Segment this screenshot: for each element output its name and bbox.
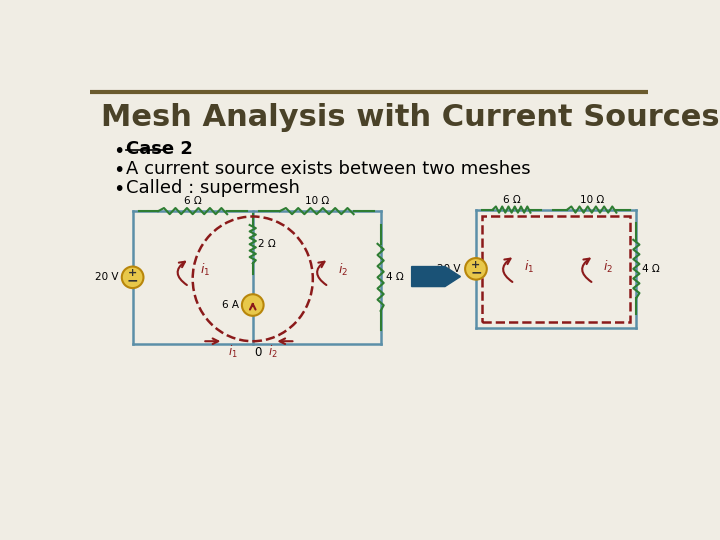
Text: •: • bbox=[113, 142, 125, 161]
Text: 0: 0 bbox=[254, 346, 261, 359]
Text: Called : supermesh: Called : supermesh bbox=[126, 179, 300, 197]
Text: 6 Ω: 6 Ω bbox=[184, 197, 202, 206]
Text: •: • bbox=[113, 161, 125, 180]
Text: $i_2$: $i_2$ bbox=[603, 259, 613, 275]
Text: −: − bbox=[127, 273, 138, 287]
Text: 20 V: 20 V bbox=[95, 272, 119, 282]
Text: $i_1$: $i_1$ bbox=[524, 259, 534, 275]
Polygon shape bbox=[412, 267, 461, 287]
Text: $i_1$: $i_1$ bbox=[228, 344, 238, 360]
Text: 10 Ω: 10 Ω bbox=[305, 197, 329, 206]
Text: 6 A: 6 A bbox=[222, 300, 239, 310]
Text: +: + bbox=[472, 260, 480, 270]
Text: 20 V: 20 V bbox=[437, 264, 461, 274]
Text: Case 2: Case 2 bbox=[126, 140, 192, 158]
Text: Mesh Analysis with Current Sources: Mesh Analysis with Current Sources bbox=[101, 103, 719, 132]
Text: •: • bbox=[113, 180, 125, 199]
Text: 6 Ω: 6 Ω bbox=[503, 195, 521, 205]
Text: A current source exists between two meshes: A current source exists between two mesh… bbox=[126, 159, 530, 178]
Text: $i_1$: $i_1$ bbox=[200, 262, 210, 278]
Text: +: + bbox=[128, 268, 138, 279]
Circle shape bbox=[465, 258, 487, 280]
Circle shape bbox=[122, 267, 143, 288]
Circle shape bbox=[242, 294, 264, 316]
Text: $i_2$: $i_2$ bbox=[338, 262, 348, 278]
Text: 10 Ω: 10 Ω bbox=[580, 195, 604, 205]
Text: $i_2$: $i_2$ bbox=[269, 344, 278, 360]
Text: −: − bbox=[470, 265, 482, 279]
Text: 4 Ω: 4 Ω bbox=[386, 272, 404, 282]
Text: 4 Ω: 4 Ω bbox=[642, 264, 660, 274]
Text: 2 Ω: 2 Ω bbox=[258, 239, 276, 249]
